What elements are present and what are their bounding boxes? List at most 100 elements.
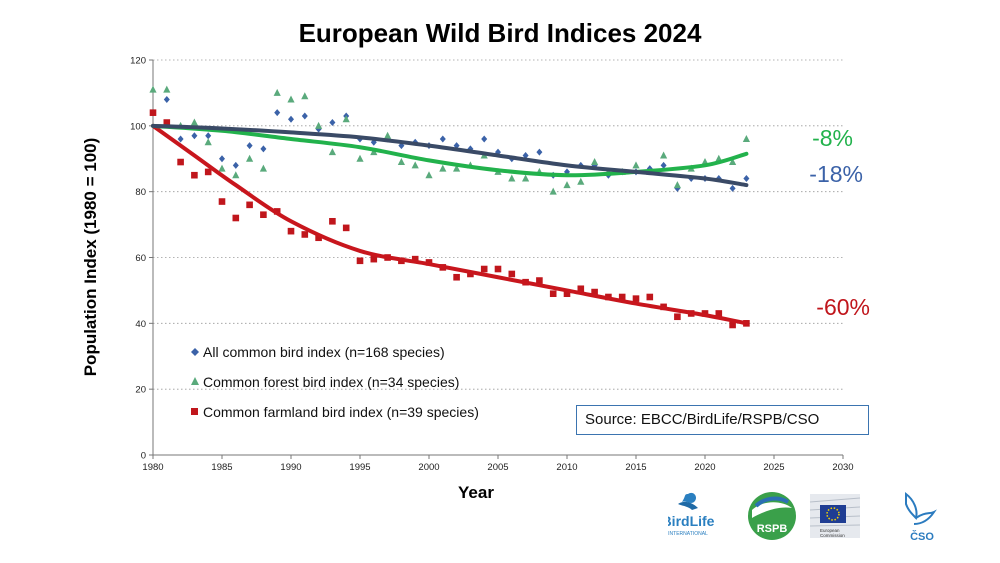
cso-bird-icon — [905, 491, 918, 520]
x-tick-label-2015: 2015 — [625, 462, 646, 473]
farmland-point-1983 — [191, 171, 198, 179]
farmland-point-1987 — [246, 201, 253, 209]
farmland-point-2010 — [563, 290, 571, 298]
x-tick-label-1985: 1985 — [211, 462, 232, 473]
farmland-point-2015 — [632, 295, 640, 302]
tick-labels: 0 20 40 60 80 100 120 1980 1985 1990 1995 2000 2005 2… — [130, 56, 853, 474]
forest-point-2007 — [522, 174, 530, 182]
all-point-1985 — [219, 155, 225, 163]
trend-lines — [151, 123, 749, 326]
all-trend-line — [151, 123, 749, 188]
forest-point-1993 — [328, 148, 336, 156]
all-point-1987 — [246, 142, 253, 150]
farmland-point-2002 — [453, 273, 460, 281]
eu-stars-icon — [826, 507, 840, 521]
x-axis-title: Year — [458, 483, 494, 502]
x-tick-label-2030: 2030 — [832, 462, 853, 473]
farmland-point-1986 — [232, 214, 240, 222]
forest-point-1984 — [204, 138, 212, 146]
farmland-point-1980 — [149, 109, 157, 116]
farmland-point-1985 — [218, 198, 226, 205]
farmland-point-2016 — [646, 293, 654, 301]
rspb-wave-icon — [754, 496, 790, 508]
forest-point-2018 — [673, 181, 681, 189]
farmland-point-1994 — [342, 224, 350, 232]
farmland-point-1990 — [287, 227, 295, 235]
forest-point-1981 — [163, 85, 171, 93]
forest-point-1988 — [259, 164, 267, 172]
birdlife-wordmark: BirdLife — [668, 513, 715, 529]
forest-point-2012 — [591, 158, 599, 166]
ec-logo: European Commission — [809, 494, 861, 538]
forest-point-2022 — [729, 158, 737, 166]
legend: All common bird index (n=168 species) Co… — [191, 344, 479, 420]
forest-point-1994 — [342, 115, 350, 123]
farmland-point-2008 — [536, 277, 543, 284]
forest-point-2000 — [425, 171, 433, 179]
rspb-bird-icon — [752, 502, 792, 518]
forest-point-1983 — [190, 118, 198, 126]
farmland-point-2022 — [729, 321, 736, 329]
cso-wordmark: ČSO — [910, 530, 934, 543]
forest-point-2009 — [549, 187, 557, 195]
cso-wing-icon — [913, 509, 937, 525]
forest-point-1998 — [397, 158, 405, 166]
farmland-point-1996 — [370, 255, 378, 263]
x-tick-label-1980: 1980 — [142, 462, 163, 473]
farmland-point-2009 — [549, 290, 557, 298]
legend-marker-forest — [191, 377, 199, 385]
forest-point-1999 — [411, 161, 419, 169]
birdlife-bird-icon — [682, 492, 697, 503]
all-point-1990 — [288, 115, 294, 123]
forest-change-label: -8% — [812, 125, 853, 151]
farmland-point-1993 — [329, 217, 336, 225]
all-point-1993 — [329, 119, 336, 127]
all-point-2008 — [536, 148, 543, 156]
forest-point-2002 — [453, 164, 461, 172]
y-tick-label-40: 40 — [135, 319, 146, 330]
all-point-2001 — [439, 135, 446, 143]
forest-point-2011 — [577, 177, 585, 185]
farmland-point-2005 — [494, 265, 502, 273]
farmland-point-2012 — [591, 288, 598, 296]
partner-logos: BirdLife INTERNATIONAL RSPB European Com… — [668, 491, 937, 543]
all-point-2017 — [660, 161, 667, 169]
legend-label-farmland: Common farmland bird index (n=39 species… — [203, 404, 479, 420]
forest-trend-line — [151, 123, 749, 178]
forest-point-1997 — [384, 131, 392, 139]
forest-point-1986 — [232, 171, 240, 179]
birdlife-logo: BirdLife INTERNATIONAL — [668, 492, 715, 537]
farmland-point-2014 — [618, 293, 626, 301]
farmland-point-2018 — [674, 313, 681, 321]
all-point-2022 — [729, 184, 736, 192]
farmland-point-2004 — [480, 265, 488, 273]
source-box: Source: EBCC/BirdLife/RSPB/CSO — [576, 405, 869, 435]
all-point-1984 — [205, 132, 212, 140]
y-tick-label-80: 80 — [135, 187, 146, 198]
forest-point-2001 — [439, 164, 447, 172]
y-tick-label-60: 60 — [135, 253, 146, 264]
forest-point-2010 — [563, 181, 571, 189]
forest-point-1996 — [370, 148, 378, 156]
legend-label-forest: Common forest bird index (n=34 species) — [203, 374, 459, 390]
x-tick-label-2000: 2000 — [418, 462, 439, 473]
birdlife-subtitle: INTERNATIONAL — [668, 531, 708, 537]
forest-point-1987 — [246, 154, 254, 162]
forest-point-2006 — [508, 174, 516, 182]
forest-point-2015 — [632, 161, 640, 169]
ec-wordmark-2: Commission — [820, 533, 845, 538]
farmland-point-1991 — [301, 231, 309, 238]
farmland-point-2011 — [577, 285, 585, 293]
forest-point-1980 — [149, 85, 157, 93]
forest-point-1991 — [301, 92, 309, 100]
y-axis-title: Population Index (1980 = 100) — [81, 138, 100, 377]
farmland-point-1988 — [260, 211, 267, 219]
all-change-label: -18% — [809, 161, 863, 187]
data-points — [149, 85, 750, 329]
x-tick-label-2010: 2010 — [556, 462, 577, 473]
all-point-1986 — [232, 161, 239, 169]
forest-point-1995 — [356, 154, 364, 162]
farmland-point-1981 — [163, 119, 171, 126]
legend-label-all: All common bird index (n=168 species) — [203, 344, 445, 360]
